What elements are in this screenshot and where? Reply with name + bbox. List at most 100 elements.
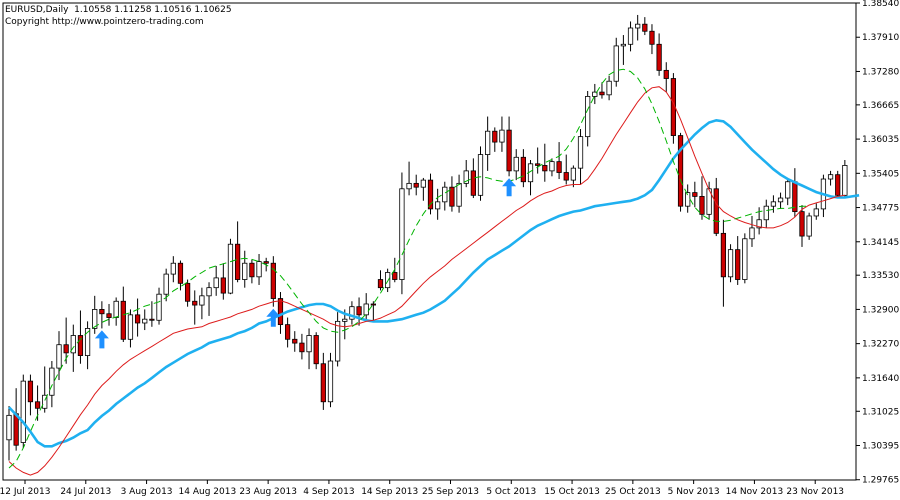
candle-body-bull xyxy=(570,167,576,181)
x-tick-label: 5 Nov 2013 xyxy=(668,487,720,497)
candle-body-bear xyxy=(263,261,269,264)
candle-body-bear xyxy=(13,413,19,446)
candle-body-bear xyxy=(270,262,276,299)
candle-body-bear xyxy=(492,130,498,143)
buy-signal-arrow-icon xyxy=(502,178,517,197)
candle-body-bear xyxy=(356,306,362,316)
candle-body-bear xyxy=(63,344,69,354)
candle-body-bull xyxy=(727,249,734,278)
candle-body-bull xyxy=(163,273,169,295)
candle-body-bear xyxy=(313,335,319,365)
candle-body-bull xyxy=(206,287,212,297)
candle-body-bull xyxy=(42,394,48,409)
candle-body-bear xyxy=(220,277,226,294)
candle-body-bear xyxy=(599,91,605,96)
candle-body-bull xyxy=(20,380,26,443)
ma-line-dashed xyxy=(8,68,810,469)
y-tick-label: 1.34145 xyxy=(862,238,899,248)
candle-body-bear xyxy=(642,23,648,32)
candle-body-bull xyxy=(113,300,119,318)
candle-body-bull xyxy=(349,306,355,320)
x-tick-label: 5 Oct 2013 xyxy=(486,487,536,497)
candle-body-bear xyxy=(177,262,184,284)
candle-body-bull xyxy=(406,182,412,190)
candle-body-bull xyxy=(485,130,491,155)
y-tick-label: 1.33530 xyxy=(862,271,899,281)
candle-body-bear xyxy=(520,156,526,183)
candle-body-bear xyxy=(799,211,805,237)
x-tick-label: 3 Aug 2013 xyxy=(121,487,173,497)
candle-body-bear xyxy=(292,338,298,344)
candle-body-bull xyxy=(56,344,62,369)
candle-body-bear xyxy=(392,272,398,280)
candle-body-bear xyxy=(470,170,476,196)
candle-body-bull xyxy=(242,262,248,280)
candle-body-bull xyxy=(842,165,848,196)
candle-body-bull xyxy=(127,314,134,340)
y-tick-label: 1.32270 xyxy=(862,340,899,350)
candle-body-bear xyxy=(427,179,434,210)
candle-body-bull xyxy=(785,181,791,199)
candle-body-bear xyxy=(649,30,655,45)
candle-body-bull xyxy=(627,27,634,45)
candle-body-bull xyxy=(749,227,755,240)
candle-body-bear xyxy=(192,300,198,306)
candle-body-bull xyxy=(6,414,12,441)
candle-body-bear xyxy=(506,129,512,172)
y-tick-label: 1.37910 xyxy=(862,33,899,43)
candle-body-bull xyxy=(170,262,176,275)
candle-body-bear xyxy=(277,298,284,326)
candle-body-bull xyxy=(335,320,341,362)
candle-body-bull xyxy=(756,219,762,229)
candle-body-bear xyxy=(556,161,562,173)
buy-signal-arrow-icon xyxy=(94,330,109,349)
y-tick-label: 1.36035 xyxy=(862,135,899,145)
x-tick-label: 4 Sep 2013 xyxy=(303,487,354,497)
x-tick-label: 23 Nov 2013 xyxy=(786,487,844,497)
candle-body-bear xyxy=(120,300,126,340)
x-tick-label: 14 Sep 2013 xyxy=(361,487,418,497)
candle-body-bull xyxy=(420,179,426,188)
candle-body-bear xyxy=(692,192,698,197)
candle-body-bull xyxy=(606,80,612,96)
x-tick-label: 23 Aug 2013 xyxy=(239,487,297,497)
candle-body-bull xyxy=(399,188,405,280)
candle-body-bull xyxy=(806,215,812,237)
x-tick-label: 25 Oct 2013 xyxy=(605,487,661,497)
candle-body-bull xyxy=(513,156,519,172)
candle-body-bull xyxy=(456,182,462,207)
candle-body-bull xyxy=(142,318,148,324)
candle-body-bull xyxy=(477,154,484,196)
y-tick-label: 1.34775 xyxy=(862,204,899,214)
candle-body-bear xyxy=(106,313,112,318)
symbol-ohlc-line: EURUSD,Daily 1.10558 1.11258 1.10516 1.1… xyxy=(5,5,232,16)
symbol-label: EURUSD,Daily xyxy=(5,5,69,15)
y-tick-label: 1.30395 xyxy=(862,442,899,452)
candle-body-bear xyxy=(720,232,727,278)
candle-body-bull xyxy=(763,205,769,221)
candle-body-bear xyxy=(149,318,155,321)
candle-body-bull xyxy=(256,261,262,278)
candle-body-bull xyxy=(213,277,219,289)
y-tick-label: 1.38540 xyxy=(862,0,899,9)
candle-body-bull xyxy=(585,96,591,138)
candle-body-bull xyxy=(813,208,819,217)
candle-body-bull xyxy=(199,295,205,306)
candle-body-bull xyxy=(385,272,391,289)
ma-line-thin xyxy=(8,86,845,476)
candle-body-bull xyxy=(435,201,441,210)
candle-body-bear xyxy=(677,135,684,207)
candle-body-bear xyxy=(249,262,255,278)
candle-body-bear xyxy=(34,401,41,409)
y-tick-label: 1.35405 xyxy=(862,169,899,179)
candle-body-bull xyxy=(635,23,641,29)
candle-body-bull xyxy=(742,238,748,280)
candle-body-bear xyxy=(234,243,241,280)
candle-body-bear xyxy=(656,43,662,71)
candle-body-bear xyxy=(370,303,376,306)
candle-body-bear xyxy=(377,279,384,289)
x-tick-label: 12 Jul 2013 xyxy=(0,487,50,497)
candle-body-bull xyxy=(342,318,348,322)
candle-body-bear xyxy=(320,363,326,403)
